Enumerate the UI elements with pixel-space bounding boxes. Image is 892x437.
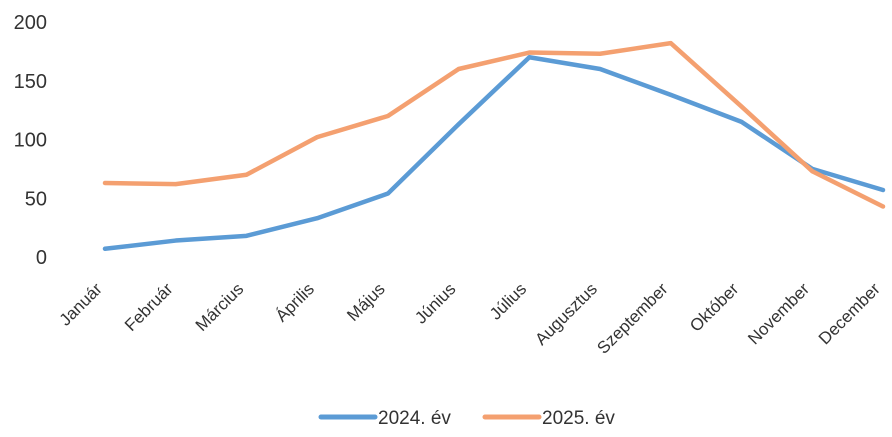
data-point xyxy=(881,188,885,193)
data-point xyxy=(103,180,107,185)
y-axis-ticks: 0 50 100 150 200 xyxy=(14,12,47,269)
x-tick-label: Április xyxy=(272,279,318,325)
series-lines xyxy=(102,40,886,252)
data-point xyxy=(881,204,885,209)
data-point xyxy=(527,55,532,60)
x-tick-label: Augusztus xyxy=(531,279,601,349)
y-tick-label: 150 xyxy=(14,71,47,93)
data-point xyxy=(527,50,532,55)
data-point xyxy=(244,172,249,177)
data-point xyxy=(456,122,461,127)
x-tick-label: Március xyxy=(192,279,248,335)
x-tick-label: Május xyxy=(343,279,389,325)
x-tick-label: December xyxy=(815,279,884,348)
data-point xyxy=(598,67,603,71)
data-point xyxy=(385,191,390,196)
y-tick-label: 0 xyxy=(36,247,47,269)
y-tick-label: 200 xyxy=(14,12,47,34)
series-line-0 xyxy=(102,55,886,252)
y-tick-label: 50 xyxy=(25,188,47,210)
x-tick-label: Január xyxy=(56,279,106,329)
data-point xyxy=(103,246,107,251)
data-point xyxy=(173,238,178,243)
data-point xyxy=(668,92,673,97)
data-point xyxy=(244,233,249,238)
data-point xyxy=(598,51,603,56)
x-tick-label: Június xyxy=(411,279,459,327)
series-line-1 xyxy=(102,40,886,209)
data-point xyxy=(456,67,461,71)
x-tick-label: Július xyxy=(486,279,530,323)
data-point xyxy=(315,135,320,140)
x-axis-ticks: Január Február Március Április Május Június Jú… xyxy=(56,279,884,357)
legend-label: 2025. év xyxy=(542,408,615,429)
x-tick-label: Október xyxy=(686,279,742,335)
y-tick-label: 100 xyxy=(14,130,47,152)
data-point xyxy=(385,114,390,118)
x-tick-label: Február xyxy=(121,279,177,335)
data-point xyxy=(315,216,320,221)
x-tick-label: November xyxy=(744,279,813,348)
data-point xyxy=(739,119,744,124)
legend-label: 2024. év xyxy=(378,408,451,429)
legend: 2024. év 2025. év xyxy=(318,408,615,429)
data-point xyxy=(810,169,815,174)
data-point xyxy=(173,182,178,187)
data-point xyxy=(668,41,673,46)
data-point xyxy=(739,104,744,109)
x-tick-label: Szeptember xyxy=(593,279,671,357)
